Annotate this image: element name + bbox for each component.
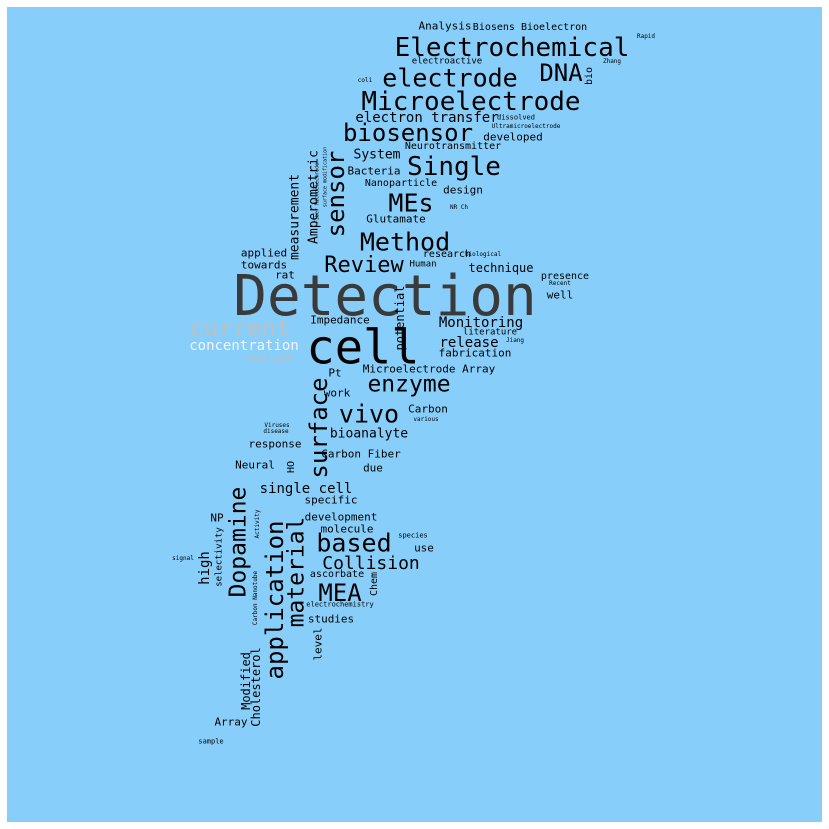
word-ho: HO bbox=[286, 460, 297, 474]
word-reaction: reaction bbox=[244, 353, 294, 364]
word-fabrication: fabrication bbox=[438, 346, 512, 360]
word-biosensor: biosensor bbox=[342, 119, 474, 147]
word-rat: rat bbox=[275, 268, 295, 282]
word-zhang: Zhang bbox=[602, 58, 622, 65]
word-response: response bbox=[248, 437, 302, 451]
word-vivo: vivo bbox=[338, 399, 400, 429]
word-specific: specific bbox=[304, 493, 358, 507]
word-various: various bbox=[413, 416, 439, 423]
word-species: species bbox=[398, 531, 428, 540]
word-microelectrode-array: Microelectrode Array bbox=[362, 362, 496, 376]
word-impedance: Impedance bbox=[310, 313, 370, 327]
word-sample: sample bbox=[198, 737, 224, 746]
word-chem: Chem bbox=[369, 571, 380, 597]
word-cholesterol: Cholesterol bbox=[249, 647, 263, 727]
word-sensor: sensor bbox=[322, 150, 350, 238]
word-glutamate: Glutamate bbox=[366, 212, 426, 226]
word-neural: Neural bbox=[235, 458, 275, 472]
word-monitoring: Monitoring bbox=[438, 315, 524, 331]
word-due: due bbox=[363, 461, 383, 475]
word-nanoparticle: Nanoparticle bbox=[364, 178, 438, 189]
word-bioanalyte: bioanalyte bbox=[329, 426, 409, 442]
word-detection: Detection bbox=[233, 264, 537, 329]
word-analysis: Analysis bbox=[418, 19, 472, 33]
word-level: level bbox=[311, 627, 325, 661]
word-electrochemical: Electrochemical bbox=[394, 33, 630, 63]
word-biosens-bioelectron: Biosens Bioelectron bbox=[472, 22, 588, 33]
word-applied: applied bbox=[240, 246, 288, 260]
word-technique: technique bbox=[468, 261, 534, 275]
word-coli: coli bbox=[357, 77, 373, 84]
word-based: based bbox=[316, 528, 392, 558]
word-rapid: Rapid bbox=[636, 33, 656, 40]
word-disease: disease bbox=[263, 428, 289, 435]
word-well: well bbox=[546, 288, 574, 302]
word-carbon-fiber: Carbon Fiber bbox=[321, 447, 401, 461]
word-ultramicroelectrode: Ultramicroelectrode bbox=[491, 123, 561, 130]
word-cell: cell bbox=[306, 320, 420, 376]
word-development: development bbox=[304, 510, 378, 524]
word-nr-ch: NR Ch bbox=[449, 204, 469, 211]
word-np: NP bbox=[210, 511, 224, 525]
word-towards: towards bbox=[240, 258, 288, 272]
word-system: System bbox=[353, 147, 401, 163]
word-cloud-canvas: Analysis Biosens Bioelectron Rapid Elect… bbox=[7, 7, 822, 822]
word-electron-transfer: electron transfer bbox=[355, 110, 499, 126]
word-mea: MEA bbox=[318, 579, 362, 607]
word-design: design bbox=[443, 183, 483, 197]
word-selectivity: selectivity bbox=[214, 527, 225, 587]
word-recent: Recent bbox=[549, 280, 571, 287]
word-array: Array bbox=[214, 715, 248, 729]
word-biological: biological bbox=[464, 251, 502, 258]
word-surface: surface bbox=[305, 377, 333, 479]
word-mes: MEs bbox=[388, 188, 434, 218]
word-ascorbate: ascorbate bbox=[309, 569, 365, 580]
word-review: Review bbox=[324, 253, 404, 278]
word-dna: DNA bbox=[539, 59, 583, 87]
word-collision: Collision bbox=[322, 553, 420, 574]
word-pt: Pt bbox=[328, 366, 342, 380]
word-dissolved: dissolved bbox=[497, 113, 535, 122]
word-carbon: Carbon bbox=[408, 402, 448, 416]
word-studies: studies bbox=[307, 612, 355, 626]
word-release: release bbox=[439, 335, 499, 351]
word-microelectrode: Microelectrode bbox=[361, 87, 581, 117]
word-measurement: measurement bbox=[287, 173, 303, 261]
word-dopamine: Dopamine bbox=[225, 486, 252, 598]
word-single: Single bbox=[407, 152, 501, 182]
word-carbon-nanotube: Carbon Nanotube bbox=[252, 570, 259, 626]
word-viruses: Viruses bbox=[264, 422, 290, 429]
word-human: Human bbox=[409, 259, 437, 270]
word-method: Method bbox=[359, 227, 451, 257]
word-material: material bbox=[283, 516, 310, 628]
word-signal: signal bbox=[172, 555, 194, 562]
word-work: work bbox=[323, 386, 351, 400]
word-jiang: Jiang bbox=[505, 337, 525, 344]
word-use: use bbox=[414, 541, 434, 555]
word-neurotransmitter: Neurotransmitter bbox=[404, 141, 502, 152]
word-electrode: electrode bbox=[382, 63, 518, 93]
word-presence: presence bbox=[540, 271, 590, 282]
word-concentration: concentration bbox=[189, 338, 299, 354]
word-electroactive: electroactive bbox=[411, 56, 483, 67]
word-developed: developed bbox=[483, 130, 543, 144]
word-high: high bbox=[197, 551, 213, 585]
word-single-cell: single cell bbox=[259, 481, 353, 497]
word-research: research bbox=[422, 249, 472, 260]
word-bacteria: Bacteria bbox=[347, 164, 401, 178]
word-enzyme: enzyme bbox=[367, 371, 451, 398]
word-current: current bbox=[189, 314, 291, 342]
word-amperometric: Amperometric bbox=[306, 150, 322, 244]
word-literature: literature bbox=[462, 327, 518, 338]
word-electrochemistry: electrochemistry bbox=[306, 600, 374, 609]
word-bio: bio bbox=[584, 66, 595, 86]
word-molecule: molecule bbox=[320, 522, 374, 536]
